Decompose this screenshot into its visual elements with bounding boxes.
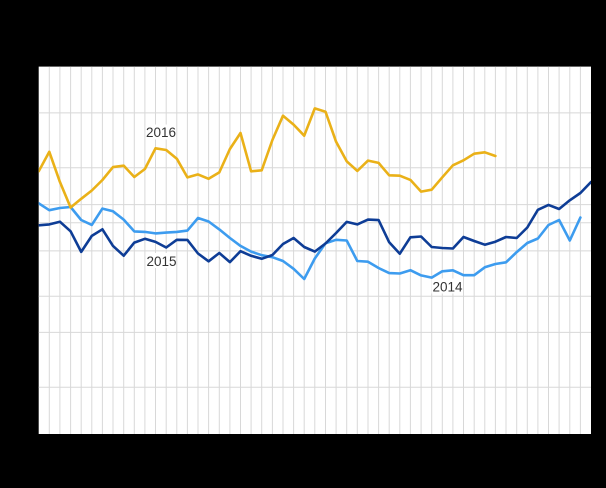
svg-text:2014: 2014: [433, 280, 464, 295]
svg-text:2016: 2016: [146, 125, 176, 140]
svg-text:2015: 2015: [147, 254, 177, 269]
